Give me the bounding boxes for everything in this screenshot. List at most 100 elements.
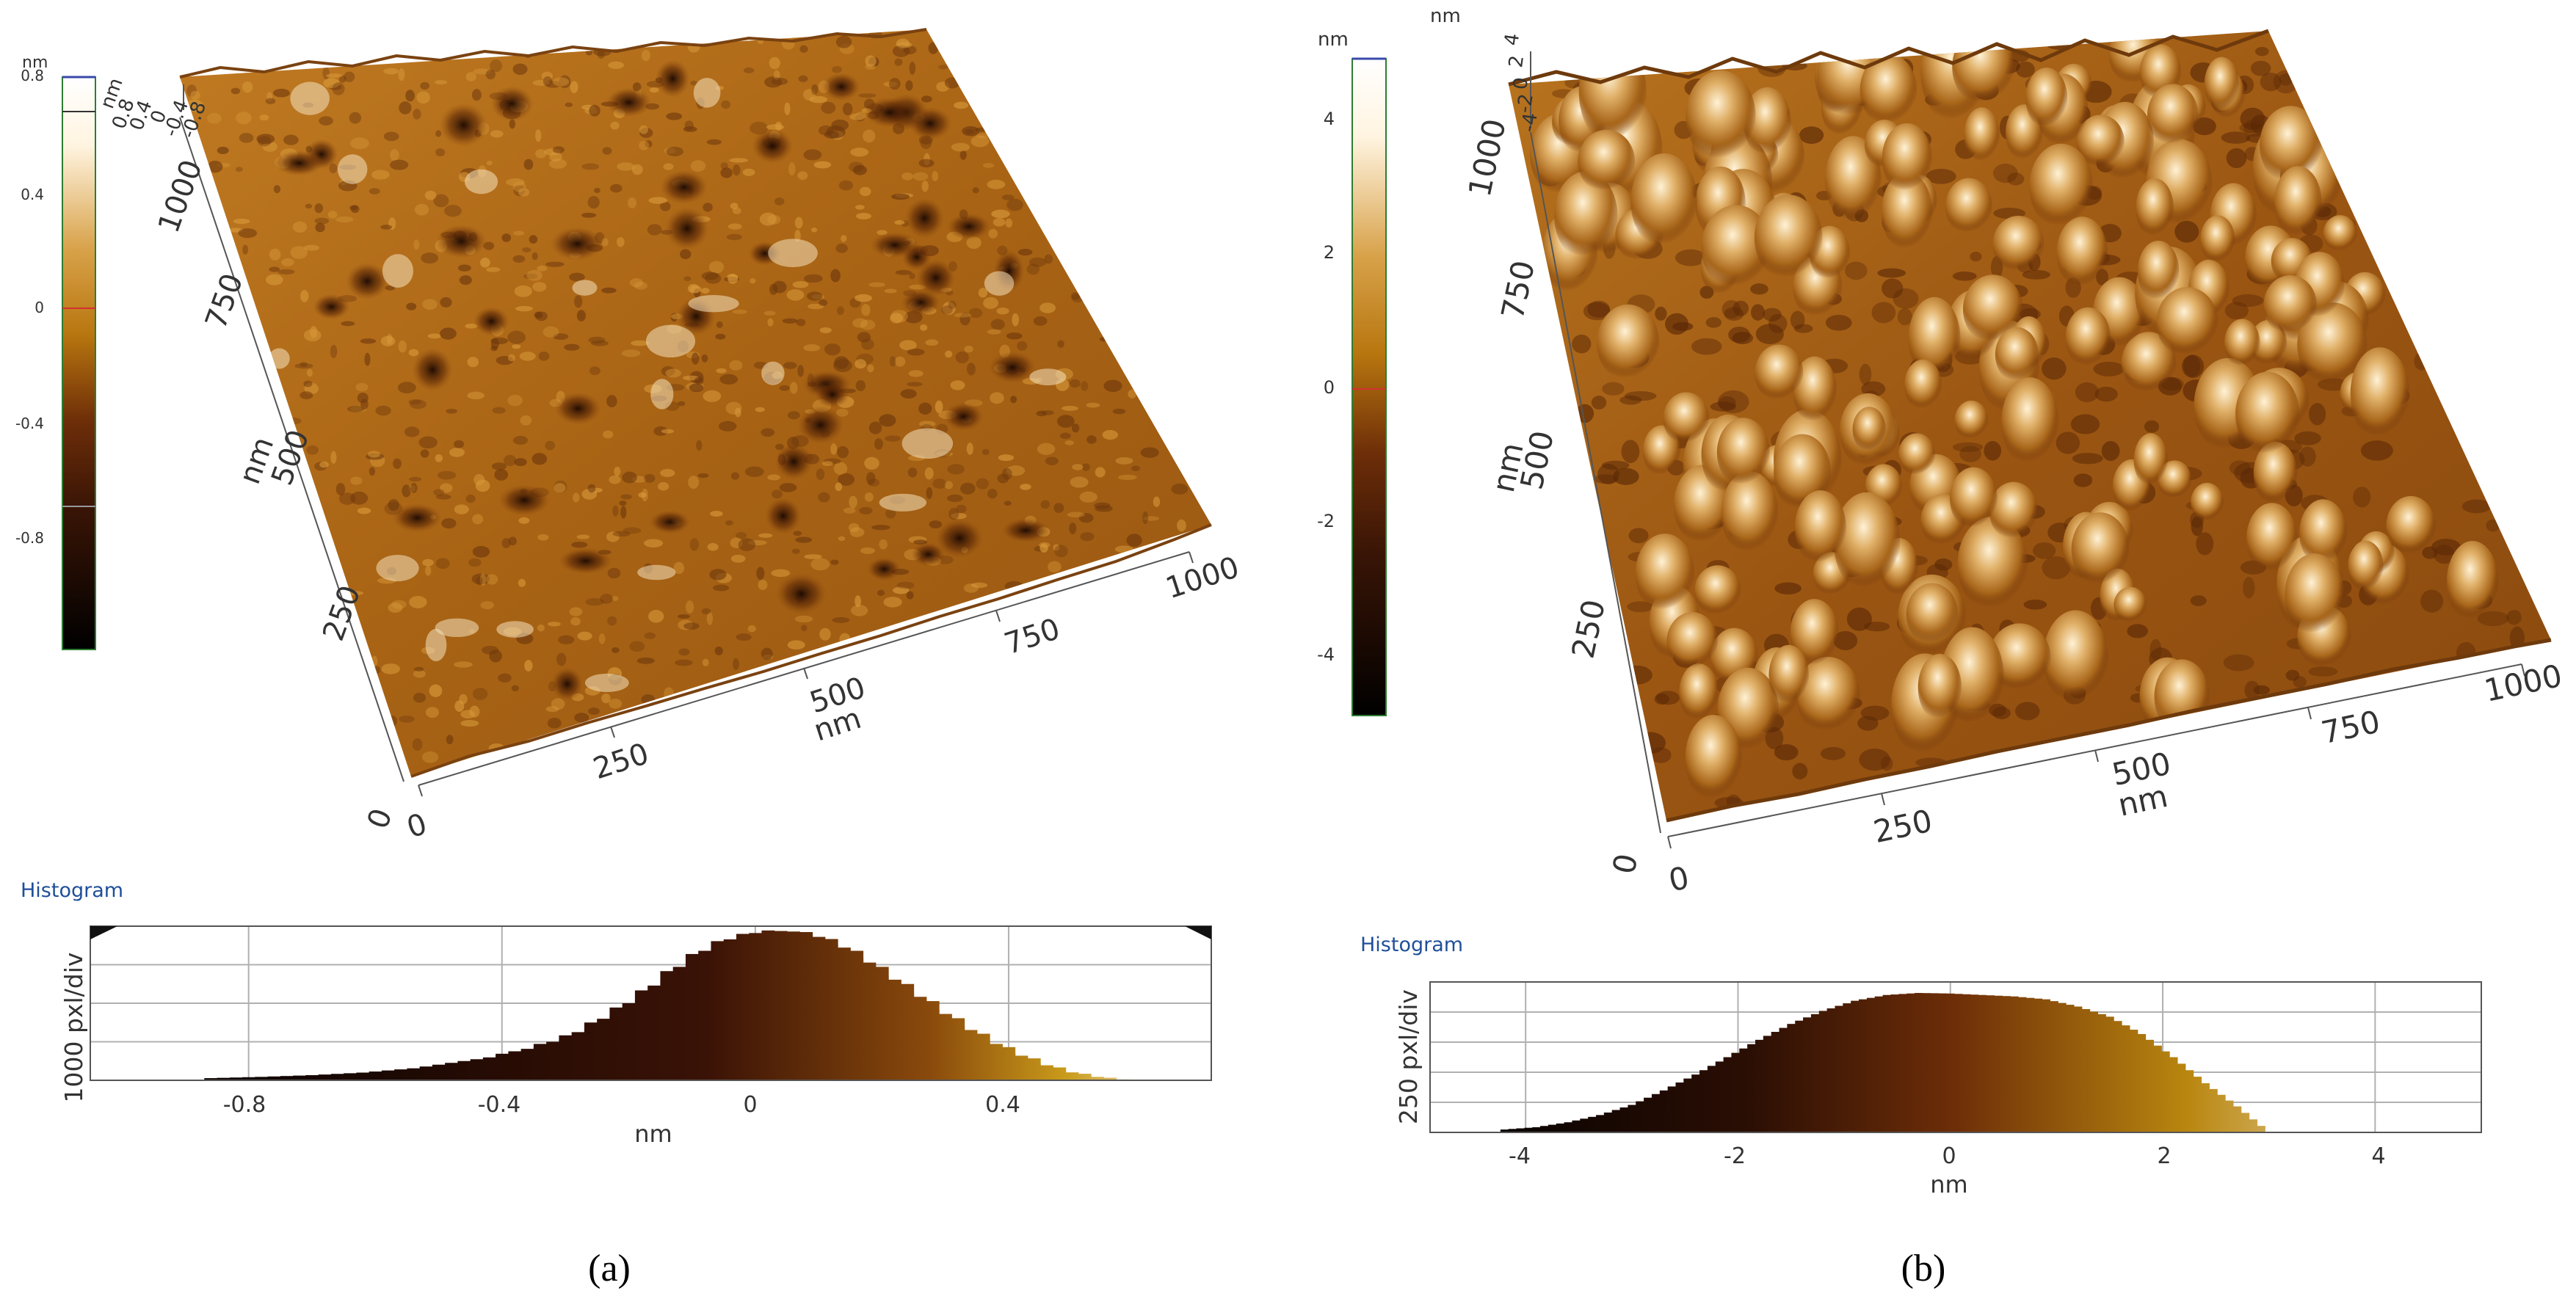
surface-bump xyxy=(1988,623,2051,693)
histogram-bar xyxy=(749,933,763,1080)
surface-grain xyxy=(416,91,431,104)
surface-grain xyxy=(1792,763,1808,779)
surface-grain xyxy=(541,71,553,81)
surface-grain xyxy=(687,40,700,53)
surface-grain xyxy=(683,622,700,630)
surface-grain xyxy=(535,129,542,142)
surface-grain xyxy=(231,87,241,95)
panel-a: nm 0.8 0.4 0 -0.4 -0.8 xyxy=(15,28,1243,1289)
histogram-bar xyxy=(824,944,838,1080)
surface-grain xyxy=(491,462,507,470)
caption-a: (a) xyxy=(588,1248,631,1289)
surface-grain xyxy=(806,291,823,301)
surface-grain xyxy=(424,566,432,576)
surface-bump xyxy=(2114,586,2147,624)
surface-grain xyxy=(489,650,502,663)
surface-grain xyxy=(534,311,543,319)
histogram-bar xyxy=(1731,1052,1740,1132)
axis-a-x-tick: 750 xyxy=(1001,612,1064,661)
surface-grain xyxy=(730,472,740,480)
histogram-bar xyxy=(786,932,800,1080)
histogram-bar xyxy=(2025,997,2035,1132)
surface-grain xyxy=(1071,423,1080,433)
surface-grain xyxy=(907,382,923,387)
surface-grain xyxy=(736,633,752,641)
surface-grain xyxy=(414,666,424,672)
surface-grain xyxy=(620,506,627,519)
colorbar-b: nm 4 2 0 -2 -4 xyxy=(1317,29,1387,716)
surface-grain xyxy=(609,475,621,484)
histogram-bar xyxy=(990,1050,1003,1080)
surface-grain xyxy=(386,333,393,345)
surface-grain xyxy=(1081,463,1090,471)
surface-grain xyxy=(942,302,956,316)
axis-b-x-tick: 1000 xyxy=(2481,658,2566,709)
surface-grain xyxy=(485,69,496,80)
surface-grain xyxy=(242,81,253,93)
surface-grain xyxy=(545,706,559,713)
surface-grain xyxy=(545,261,565,267)
surface-grain xyxy=(446,735,454,745)
surface-grain xyxy=(242,244,249,255)
surface-grain xyxy=(349,205,358,211)
surface-grain xyxy=(860,547,875,554)
surface-grain xyxy=(889,356,896,367)
axis-a-y-tick: 750 xyxy=(199,269,250,333)
surface-grain xyxy=(472,514,484,525)
surface-grain xyxy=(966,443,973,455)
surface-bump xyxy=(2056,216,2108,289)
surface-grain xyxy=(803,274,823,283)
surface-grain xyxy=(480,257,490,268)
surface-grain xyxy=(490,59,503,73)
surface-grain xyxy=(1017,341,1028,351)
surface-grain xyxy=(824,343,841,356)
surface-grain xyxy=(1621,440,1640,464)
surface-grain xyxy=(314,203,324,214)
surface-highlight xyxy=(984,271,1015,296)
surface-grain xyxy=(350,491,369,505)
surface-grain xyxy=(437,470,457,480)
surface-grain xyxy=(909,62,916,75)
surface-grain xyxy=(310,326,318,338)
surface-grain xyxy=(529,235,538,244)
surface-grain xyxy=(925,339,939,346)
surface-grain xyxy=(623,527,642,534)
surface-grain xyxy=(2294,431,2321,445)
surface-grain xyxy=(619,501,627,506)
surface-grain xyxy=(413,109,421,120)
surface-grain xyxy=(714,646,723,655)
surface-grain xyxy=(1602,382,1625,396)
surface-grain xyxy=(486,266,501,272)
axis-a-x-tick-mark xyxy=(418,785,423,797)
surface-grain xyxy=(494,468,509,481)
surface-bump xyxy=(1898,433,1936,477)
surface-grain xyxy=(1040,543,1048,553)
surface-grain xyxy=(186,84,197,98)
surface-grain xyxy=(1871,302,1896,324)
surface-bump xyxy=(1796,656,1860,735)
surface-grain xyxy=(1099,337,1108,342)
surface-grain xyxy=(486,160,493,166)
histogram-bar xyxy=(520,1049,534,1080)
surface-grain xyxy=(1857,716,1879,731)
surface-grain xyxy=(706,611,714,625)
surface-grain xyxy=(2240,107,2265,130)
surface-bump xyxy=(1952,31,2014,106)
surface-grain xyxy=(454,504,469,514)
surface-grain xyxy=(524,660,533,672)
surface-grain xyxy=(1081,381,1089,391)
surface-grain xyxy=(1112,408,1126,415)
histogram-a: Histogram 1000 pxl/div -0.8 -0.4 0 0.4 n… xyxy=(21,879,1212,1148)
surface-grain xyxy=(996,307,1009,315)
surface-grain xyxy=(590,340,609,346)
surface-grain xyxy=(1004,501,1012,506)
surface-grain xyxy=(523,159,534,170)
surface-grain xyxy=(641,49,650,62)
surface-grain xyxy=(2244,680,2260,699)
surface-grain xyxy=(2073,473,2093,487)
surface-grain xyxy=(435,148,446,157)
surface-grain xyxy=(600,594,613,604)
surface-grain xyxy=(607,616,617,626)
surface-grain xyxy=(319,462,329,468)
histogram-bar xyxy=(2169,1057,2178,1132)
